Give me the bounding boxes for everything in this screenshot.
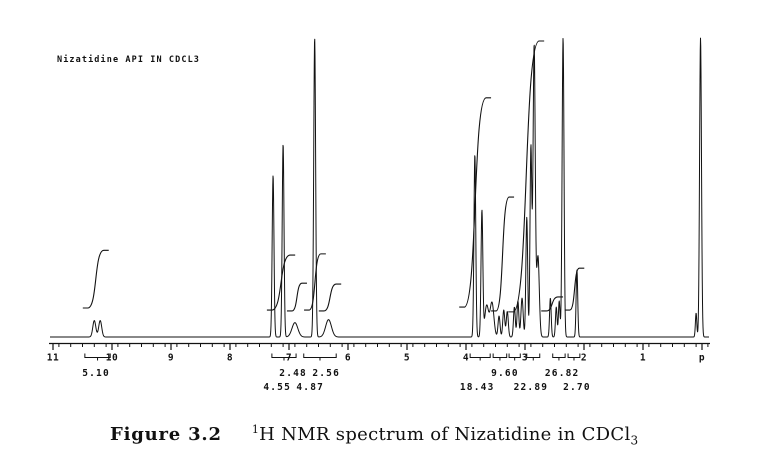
integral-region-bracket [271, 353, 297, 361]
integral-curve [508, 40, 545, 313]
integral-region-bracket [84, 353, 111, 361]
caption-subscript: 3 [630, 433, 639, 448]
figure-caption: Figure 3.2 1H NMR spectrum of Nizatidine… [110, 423, 638, 448]
integral-value-label: 22.89 [514, 382, 549, 393]
caption-superscript: 1 [251, 423, 260, 436]
integral-region-bracket [303, 353, 337, 361]
axis-tick-label: p [699, 353, 705, 364]
integral-curve [459, 97, 492, 308]
integral-region-bracket [552, 353, 566, 361]
integral-value-label: 4.55 [263, 382, 291, 393]
integral-curve [82, 249, 109, 309]
figure-caption-label: Figure 3.2 [110, 424, 222, 445]
integral-region-bracket [567, 353, 581, 361]
axis-tick-label: 1 [640, 353, 646, 364]
integral-curve [491, 196, 515, 312]
integral-value-label: 2.56 [312, 368, 340, 379]
integral-value-label: 18.43 [460, 382, 495, 393]
spectrum-trace [49, 37, 710, 338]
caption-body: H NMR spectrum of Nizatidine in CDCl [259, 424, 631, 445]
axis-tick-label: 11 [47, 353, 59, 364]
axis-tick-label: 10 [106, 353, 118, 364]
axis-tick-label: 6 [345, 353, 351, 364]
integral-value-label: 2.70 [563, 382, 591, 393]
integral-value-label: 5.10 [82, 368, 110, 379]
integral-region-bracket [508, 353, 521, 361]
integral-curve [541, 296, 564, 312]
integral-value-label: 2.48 [279, 368, 307, 379]
integral-curve [318, 283, 342, 312]
integral-curve [564, 267, 585, 311]
axis-tick-label: 8 [227, 353, 233, 364]
axis-tick-label: 2 [581, 353, 587, 364]
integral-region-bracket [469, 353, 491, 361]
spectrum-title: Nizatidine API IN CDCL3 [57, 55, 201, 65]
integral-value-label: 26.82 [545, 368, 580, 379]
integral-region-bracket [492, 353, 508, 361]
nmr-spectrum-plot: 11 10 9 8 7 6 5 4 3 2 1 p5.10 2.48 2.564.55 4.879.60 26… [47, 37, 710, 393]
axis-tick-label: 3 [522, 353, 528, 364]
axis-tick-label: 9 [168, 353, 174, 364]
integral-region-bracket [526, 353, 541, 361]
integral-value-label: 9.60 [491, 368, 519, 379]
integral-curve [304, 253, 326, 311]
figure-caption-text: 1H NMR spectrum of Nizatidine in CDCl3 [252, 423, 639, 448]
axis-tick-label: 5 [404, 353, 410, 364]
axis-tick-label: 4 [463, 353, 469, 364]
integral-curve [266, 254, 296, 311]
integral-value-label: 4.87 [296, 382, 324, 393]
integral-curve [286, 282, 307, 312]
